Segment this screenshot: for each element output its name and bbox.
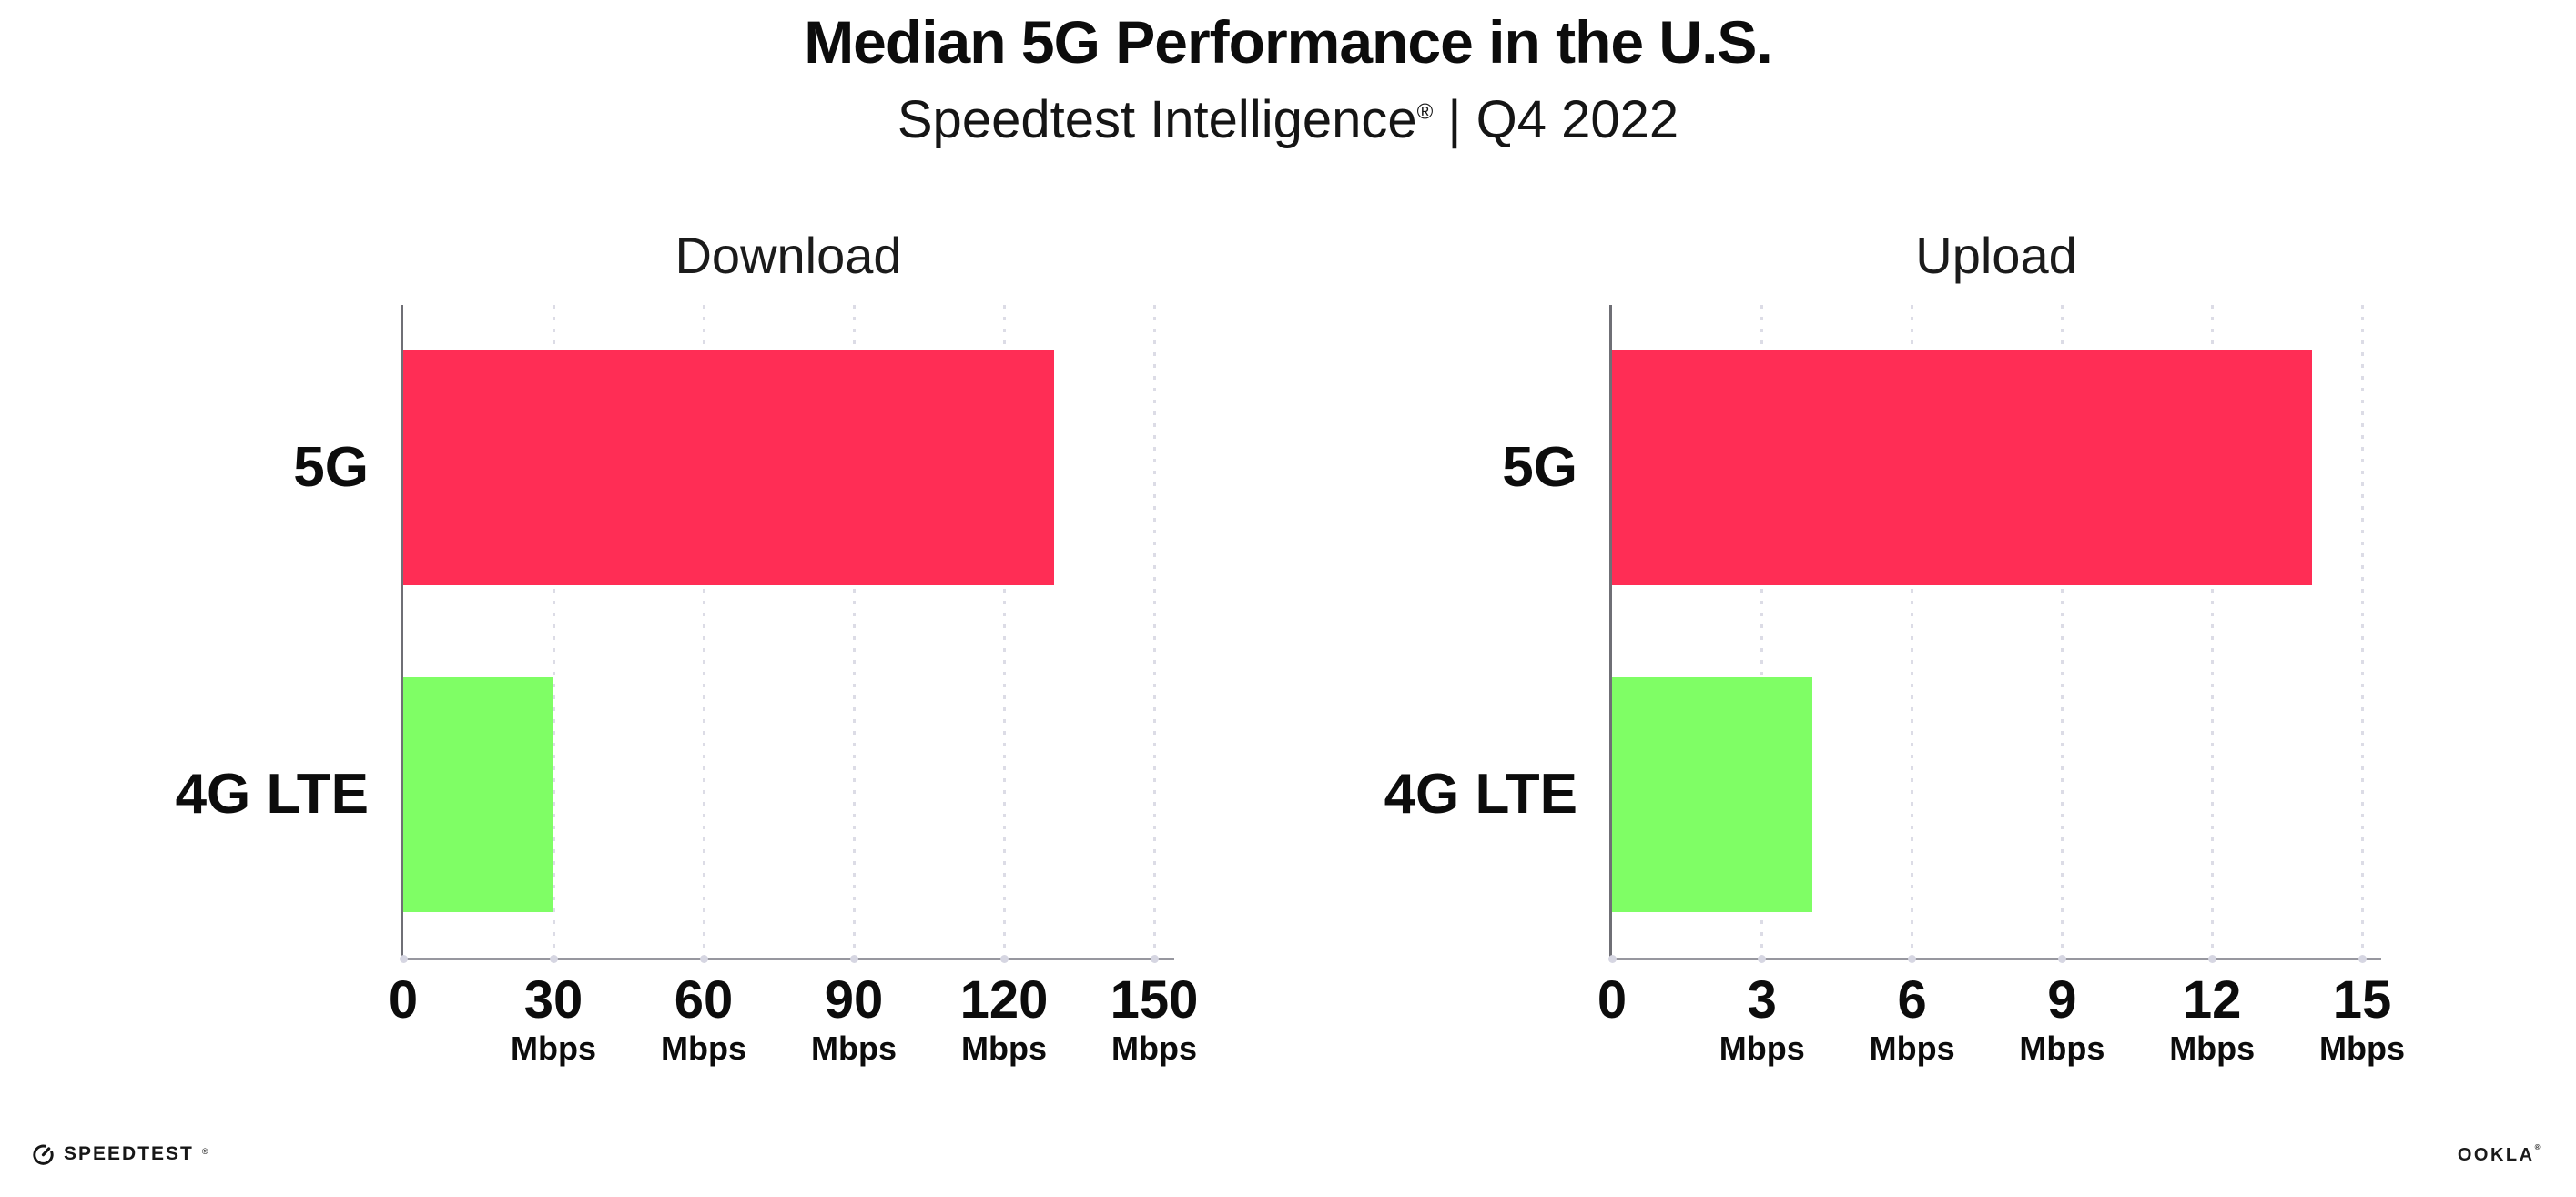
download-category-labels: 5G 4G LTE bbox=[0, 305, 369, 958]
x-tick-value: 60 bbox=[674, 970, 734, 1030]
download-x-tick-30: 30 Mbps bbox=[511, 974, 596, 1065]
x-tick-unit: Mbps bbox=[1869, 1030, 1955, 1067]
gridline-120-mbps bbox=[1002, 305, 1006, 958]
ookla-logo: OOKLA® bbox=[2457, 1143, 2542, 1166]
upload-x-tick-6: 6 Mbps bbox=[1870, 974, 1955, 1065]
x-tick-value: 120 bbox=[959, 970, 1049, 1030]
gridline-6-mbps bbox=[1911, 305, 1914, 958]
download-bar-5g bbox=[403, 350, 1054, 586]
axis-tick-dot bbox=[549, 955, 558, 963]
x-tick-unit: Mbps bbox=[661, 1030, 746, 1067]
axis-tick-dot bbox=[1607, 955, 1617, 963]
speedtest-logo: SPEEDTEST ® bbox=[31, 1141, 208, 1166]
axis-tick-dot bbox=[849, 955, 858, 963]
x-tick-value: 30 bbox=[523, 970, 583, 1030]
upload-category-label-5g: 5G bbox=[1502, 436, 1577, 500]
x-tick-value: 12 bbox=[2182, 970, 2242, 1030]
speedtest-wordmark: SPEEDTEST bbox=[64, 1142, 194, 1164]
x-tick-value: 6 bbox=[1897, 970, 1927, 1030]
x-tick-unit: Mbps bbox=[511, 1030, 596, 1067]
upload-x-tick-0: 0 bbox=[1597, 974, 1627, 1027]
x-tick-value: 0 bbox=[388, 970, 419, 1030]
axis-tick-dot bbox=[999, 955, 1009, 963]
x-tick-value: 15 bbox=[2332, 970, 2392, 1030]
upload-x-tick-15: 15 Mbps bbox=[2319, 974, 2405, 1065]
page-title-text: Median 5G Performance in the U.S. bbox=[804, 8, 1773, 76]
gridline-12-mbps bbox=[2210, 305, 2214, 958]
upload-x-axis-labels: 0 3 Mbps 6 Mbps 9 Mbps 12 Mbps 15 Mbps bbox=[1597, 974, 2405, 1101]
download-chart-title: Download bbox=[674, 227, 902, 284]
page-title: Median 5G Performance in the U.S. bbox=[0, 8, 2576, 76]
download-category-label-5g: 5G bbox=[293, 436, 369, 500]
x-tick-value: 3 bbox=[1747, 970, 1777, 1030]
registered-trademark-icon: ® bbox=[1416, 99, 1434, 125]
gridline-150-mbps bbox=[1152, 305, 1156, 958]
x-tick-unit: Mbps bbox=[2169, 1030, 2256, 1067]
upload-x-tick-3: 3 Mbps bbox=[1719, 974, 1805, 1065]
ookla-wordmark: OOKLA bbox=[2457, 1145, 2535, 1165]
axis-tick-dot bbox=[2358, 955, 2367, 963]
download-x-axis-labels: 0 30 Mbps 60 Mbps 90 Mbps 120 Mbps 150 Mbps bbox=[389, 974, 1199, 1101]
gridline-3-mbps bbox=[1760, 305, 1764, 958]
x-tick-value: 9 bbox=[2047, 970, 2077, 1030]
x-tick-unit: Mbps bbox=[1111, 1030, 1197, 1067]
axis-tick-dot bbox=[1908, 955, 1917, 963]
download-x-tick-0: 0 bbox=[389, 974, 418, 1027]
gridline-60-mbps bbox=[702, 305, 705, 958]
gridline-15-mbps bbox=[2360, 305, 2364, 958]
ookla-registered-icon: ® bbox=[2534, 1143, 2542, 1151]
x-tick-unit: Mbps bbox=[2019, 1030, 2105, 1067]
upload-x-tick-12: 12 Mbps bbox=[2169, 974, 2255, 1065]
upload-chart-title: Upload bbox=[1915, 227, 2077, 284]
upload-bar-4g-lte bbox=[1612, 676, 1812, 912]
download-x-tick-60: 60 Mbps bbox=[661, 974, 746, 1065]
x-tick-unit: Mbps bbox=[961, 1030, 1047, 1067]
x-tick-value: 150 bbox=[1110, 970, 1199, 1030]
upload-x-tick-9: 9 Mbps bbox=[2019, 974, 2104, 1065]
x-tick-unit: Mbps bbox=[1719, 1030, 1805, 1067]
gridline-30-mbps bbox=[552, 305, 555, 958]
speedtest-registered-icon: ® bbox=[201, 1147, 208, 1156]
x-tick-value: 90 bbox=[824, 970, 884, 1030]
download-plot-area bbox=[399, 305, 1174, 963]
download-x-tick-150: 150 Mbps bbox=[1111, 974, 1199, 1065]
download-category-label-4g-lte: 4G LTE bbox=[175, 762, 369, 826]
axis-tick-dot bbox=[399, 955, 408, 963]
gridline-9-mbps bbox=[2060, 305, 2064, 958]
upload-category-labels: 5G 4G LTE bbox=[0, 305, 1577, 958]
axis-tick-dot bbox=[2207, 955, 2216, 963]
axis-tick-dot bbox=[1758, 955, 1767, 963]
x-tick-unit: Mbps bbox=[2319, 1030, 2405, 1067]
page-subtitle: Speedtest Intelligence® | Q4 2022 bbox=[0, 91, 2576, 149]
subtitle-period: | Q4 2022 bbox=[1433, 90, 1679, 149]
download-x-tick-90: 90 Mbps bbox=[811, 974, 897, 1065]
x-tick-value: 0 bbox=[1597, 970, 1628, 1030]
axis-tick-dot bbox=[699, 955, 708, 963]
upload-category-label-4g-lte: 4G LTE bbox=[1384, 762, 1577, 826]
axis-tick-dot bbox=[1150, 955, 1159, 963]
upload-plot-area bbox=[1607, 305, 2381, 963]
x-tick-unit: Mbps bbox=[811, 1030, 897, 1067]
download-bar-4g-lte bbox=[403, 676, 553, 912]
subtitle-brand: Speedtest Intelligence bbox=[897, 90, 1417, 149]
upload-bar-5g bbox=[1612, 350, 2313, 586]
speedtest-gauge-icon bbox=[33, 1144, 54, 1165]
download-x-tick-120: 120 Mbps bbox=[960, 974, 1049, 1065]
axis-tick-dot bbox=[2057, 955, 2066, 963]
gridline-90-mbps bbox=[852, 305, 856, 958]
